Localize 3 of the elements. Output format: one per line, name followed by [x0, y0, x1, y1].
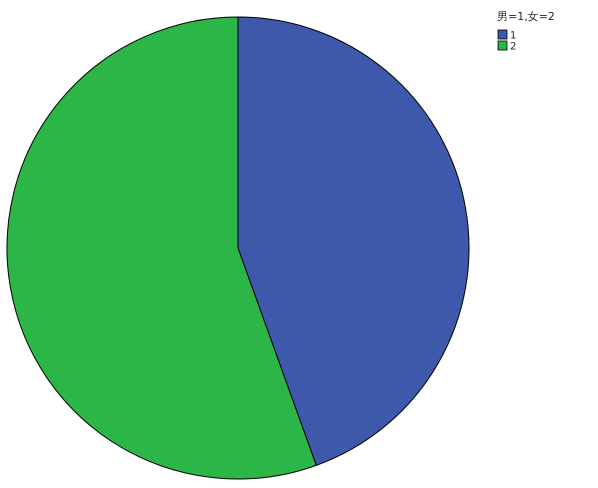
legend-title: 男=1,女=2 [497, 10, 555, 23]
legend-label: 2 [510, 42, 516, 52]
legend-label: 1 [510, 30, 516, 42]
